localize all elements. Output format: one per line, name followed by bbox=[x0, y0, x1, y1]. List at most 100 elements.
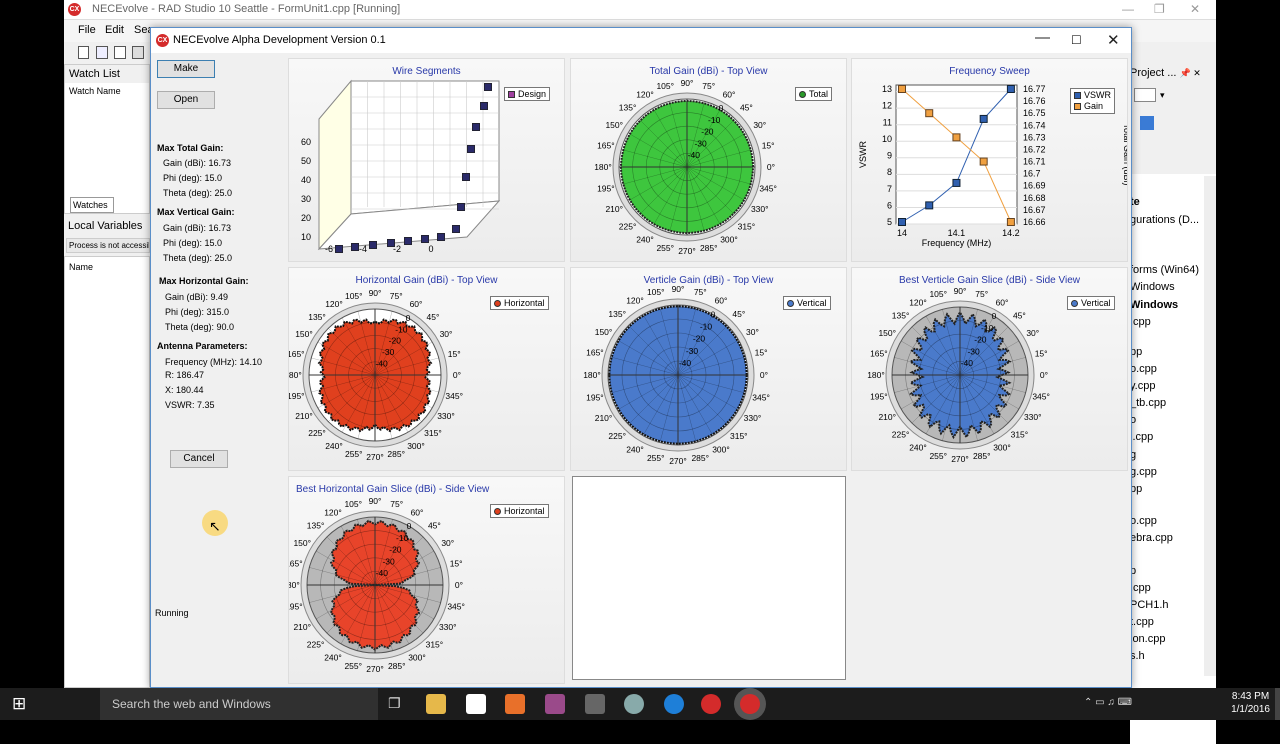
tray-icons[interactable]: ⌃ ▭ ♫ ⌨ bbox=[1084, 697, 1133, 708]
angle-tick-label: 330° bbox=[439, 622, 457, 632]
project-tree-item[interactable]: pp bbox=[1130, 346, 1143, 358]
edge-icon[interactable] bbox=[664, 694, 684, 714]
polar-grid-spoke bbox=[627, 166, 688, 202]
polar-grid-spoke bbox=[677, 374, 714, 436]
store-icon[interactable] bbox=[466, 694, 486, 714]
menu-search[interactable]: Sea bbox=[134, 24, 154, 36]
clock[interactable]: 8:43 PM 1/1/2016 bbox=[1231, 691, 1270, 715]
project-manager-icon[interactable] bbox=[1140, 116, 1154, 130]
cancel-button[interactable]: Cancel bbox=[170, 450, 228, 468]
open-file-icon[interactable] bbox=[114, 46, 126, 59]
close-icon[interactable]: ✕ bbox=[1190, 2, 1201, 16]
project-scrollbar[interactable] bbox=[1204, 176, 1216, 676]
angle-tick-label: 165° bbox=[870, 348, 888, 358]
necevolve-window: CX NECEvolve Alpha Development Version 0… bbox=[150, 27, 1132, 688]
antenna-heading: Antenna Parameters: bbox=[157, 341, 248, 351]
panel-title: Best Horizontal Gain Slice (dBi) - Side … bbox=[296, 484, 490, 495]
project-tree-item[interactable]: o bbox=[1130, 414, 1137, 426]
angle-tick-label: 0° bbox=[455, 580, 463, 590]
polar-grid-spoke bbox=[894, 357, 961, 376]
project-tree-item[interactable]: g.cpp bbox=[1130, 466, 1157, 478]
project-toolbar-icon[interactable] bbox=[1134, 88, 1156, 102]
angle-tick-label: 45° bbox=[732, 309, 745, 319]
best-vertical-slice-polar: 90° 75° 60° 45°30° 15° 0° 345° 330° 315°300°285°… bbox=[867, 286, 1050, 464]
project-tree-item[interactable]: s.h bbox=[1130, 650, 1145, 662]
tool-icon[interactable] bbox=[624, 694, 644, 714]
cx-app-icon[interactable] bbox=[701, 694, 721, 714]
angle-tick-label: 105° bbox=[929, 289, 947, 299]
polar-grid-spoke bbox=[686, 166, 736, 216]
paint-icon[interactable] bbox=[545, 694, 565, 714]
maximize-icon[interactable]: ☐ bbox=[1071, 33, 1082, 47]
app-icon: CX bbox=[68, 3, 81, 16]
panel-title: Horizontal Gain (dBi) - Top View bbox=[355, 275, 498, 286]
project-tree-item[interactable]: pp bbox=[1130, 483, 1143, 495]
project-tree-item[interactable]: _tb.cpp bbox=[1130, 397, 1167, 409]
project-tree-item[interactable]: l.cpp bbox=[1130, 431, 1154, 443]
minimize-icon[interactable]: — bbox=[1122, 2, 1134, 16]
project-tree-item[interactable]: g bbox=[1130, 449, 1137, 461]
frequency-sweep-panel: Frequency Sweep 5 6 7 8 9 10 11 12 13 16.66 16.67 1… bbox=[851, 58, 1128, 262]
radial-tick-label: -20 bbox=[974, 335, 987, 345]
project-tree-item[interactable]: o.cpp bbox=[1130, 515, 1157, 527]
show-desktop-button[interactable] bbox=[1275, 688, 1280, 720]
radial-tick-label: -40 bbox=[679, 358, 692, 368]
project-tree-item[interactable]: forms (Win64) bbox=[1130, 264, 1200, 276]
project-tree-item[interactable]: te bbox=[1130, 196, 1140, 208]
task-view-icon[interactable]: ❐ bbox=[388, 695, 401, 711]
calculator-icon[interactable] bbox=[585, 694, 605, 714]
project-tree-item[interactable]: .cpp bbox=[1130, 582, 1151, 594]
window-app-icon: CX bbox=[156, 34, 169, 47]
polar-grid-spoke bbox=[677, 339, 739, 376]
new-items-icon[interactable] bbox=[96, 46, 108, 59]
save-icon[interactable] bbox=[132, 46, 144, 59]
angle-tick-label: 150° bbox=[595, 327, 613, 337]
polar-grid-spoke bbox=[374, 357, 439, 376]
minimize-icon[interactable]: — bbox=[1035, 29, 1050, 46]
vivaldi-icon[interactable] bbox=[505, 694, 525, 714]
cx-active-icon[interactable] bbox=[740, 694, 760, 714]
project-pane: Project ... 📌 ✕ ▾ te gurations (D... forms… bbox=[1130, 64, 1216, 744]
menu-edit[interactable]: Edit bbox=[105, 24, 124, 36]
project-tree-item[interactable]: PCH1.h bbox=[1130, 599, 1169, 611]
max-total-theta: Theta (deg): 25.0 bbox=[163, 188, 233, 198]
angle-tick-label: 225° bbox=[892, 429, 910, 439]
file-explorer-icon[interactable] bbox=[426, 694, 446, 714]
legend: Horizontal bbox=[490, 296, 549, 310]
new-file-icon[interactable] bbox=[78, 46, 89, 59]
angle-tick-label: 180° bbox=[594, 162, 612, 172]
project-tree-item[interactable]: Windows bbox=[1130, 281, 1175, 293]
windows-start-icon[interactable]: ⊞ bbox=[12, 694, 27, 713]
local-variables-pane: Name bbox=[64, 256, 150, 688]
project-tree-item[interactable]: y.cpp bbox=[1130, 380, 1156, 392]
close-icon[interactable]: ✕ bbox=[1107, 32, 1120, 49]
panel-title: Best Verticle Gain Slice (dBi) - Side Vi… bbox=[898, 275, 1080, 286]
make-button[interactable]: Make bbox=[157, 60, 215, 78]
polar-grid-spoke bbox=[925, 374, 961, 435]
watches-tab[interactable]: Watches bbox=[70, 197, 114, 213]
project-tree-item[interactable]: Windows bbox=[1130, 299, 1179, 311]
angle-tick-label: 165° bbox=[289, 349, 305, 359]
project-tree-item[interactable]: gurations (D... bbox=[1130, 214, 1200, 226]
polar-grid-spoke bbox=[627, 132, 688, 168]
taskbar-search[interactable]: Search the web and Windows bbox=[100, 688, 378, 720]
project-tree-item[interactable]: o.cpp bbox=[1130, 363, 1157, 375]
polar-grid-spoke bbox=[942, 309, 961, 376]
chevron-down-icon[interactable]: ▾ bbox=[1160, 90, 1165, 100]
project-tree-item[interactable]: p bbox=[1130, 565, 1137, 577]
project-tree-item[interactable]: ebra.cpp bbox=[1130, 532, 1173, 544]
watch-name-column[interactable]: Watch Name bbox=[69, 86, 121, 96]
y-tick-label: 9 bbox=[887, 151, 892, 161]
open-button[interactable]: Open bbox=[157, 91, 215, 109]
locals-name-column[interactable]: Name bbox=[69, 262, 94, 272]
angle-tick-label: 330° bbox=[751, 204, 769, 214]
angle-tick-label: 105° bbox=[345, 291, 363, 301]
project-tree-item[interactable]: t.cpp bbox=[1130, 616, 1154, 628]
angle-tick-label: 150° bbox=[878, 328, 896, 338]
menu-file[interactable]: File bbox=[78, 24, 96, 36]
restore-icon[interactable]: ❐ bbox=[1154, 2, 1165, 16]
project-tree-item[interactable]: .cpp bbox=[1130, 316, 1151, 328]
watch-list-title: Watch List bbox=[65, 65, 149, 83]
project-tree-item[interactable]: ion.cpp bbox=[1130, 633, 1166, 645]
angle-tick-label: 285° bbox=[973, 451, 991, 461]
